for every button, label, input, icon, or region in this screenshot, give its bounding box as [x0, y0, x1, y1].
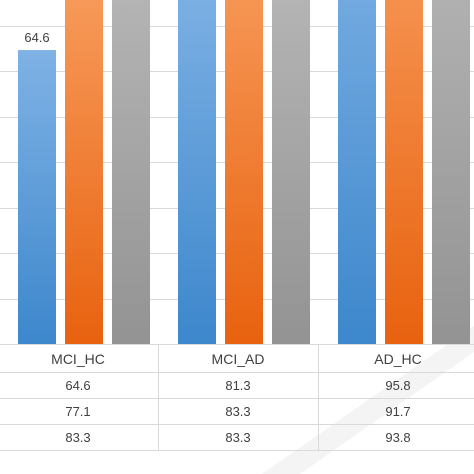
category-label-mci-ad: MCI_AD: [212, 351, 265, 367]
watermark-band: [262, 326, 474, 474]
bar-ad-hc-series-2: [385, 0, 423, 344]
bar-ad-hc-series-1: [338, 0, 376, 345]
bars: [18, 0, 470, 345]
category-label-ad-hc: AD_HC: [374, 351, 421, 367]
bar-ad-hc-series-3: [432, 0, 470, 345]
data-labels: 64.677.183.381.383.383.395.891.793.8: [24, 30, 49, 45]
value-label-mci-hc-series-1: 64.6: [24, 30, 49, 45]
table-cell-series-3-ad-hc: 93.8: [385, 430, 410, 445]
table-cell-series-1-mci-ad: 81.3: [225, 378, 250, 393]
table-cell-series-3-mci-hc: 83.3: [65, 430, 90, 445]
data-table: MCI_HC MCI_AD AD_HC 64.6 81.3 95.8 77.1 83.3 91.…: [0, 344, 474, 451]
table-cell-series-2-ad-hc: 91.7: [385, 404, 410, 419]
bar-mci-ad-series-1: [178, 0, 216, 345]
bar-mci-ad-series-3: [272, 0, 310, 345]
table-cell-series-1-mci-hc: 64.6: [65, 378, 90, 393]
table-cell-series-2-mci-ad: 83.3: [225, 404, 250, 419]
category-label-mci-hc: MCI_HC: [51, 351, 105, 367]
bar-mci-hc-series-2: [65, 0, 103, 344]
table-cell-series-1-ad-hc: 95.8: [385, 378, 410, 393]
bar-mci-hc-series-3: [112, 0, 150, 345]
table-cell-series-2-mci-hc: 77.1: [65, 404, 90, 419]
bar-mci-hc-series-1: [18, 50, 56, 344]
watermark-stripe: [262, 326, 474, 474]
table-cell-series-3-mci-ad: 83.3: [225, 430, 250, 445]
bar-mci-ad-series-2: [225, 0, 263, 345]
